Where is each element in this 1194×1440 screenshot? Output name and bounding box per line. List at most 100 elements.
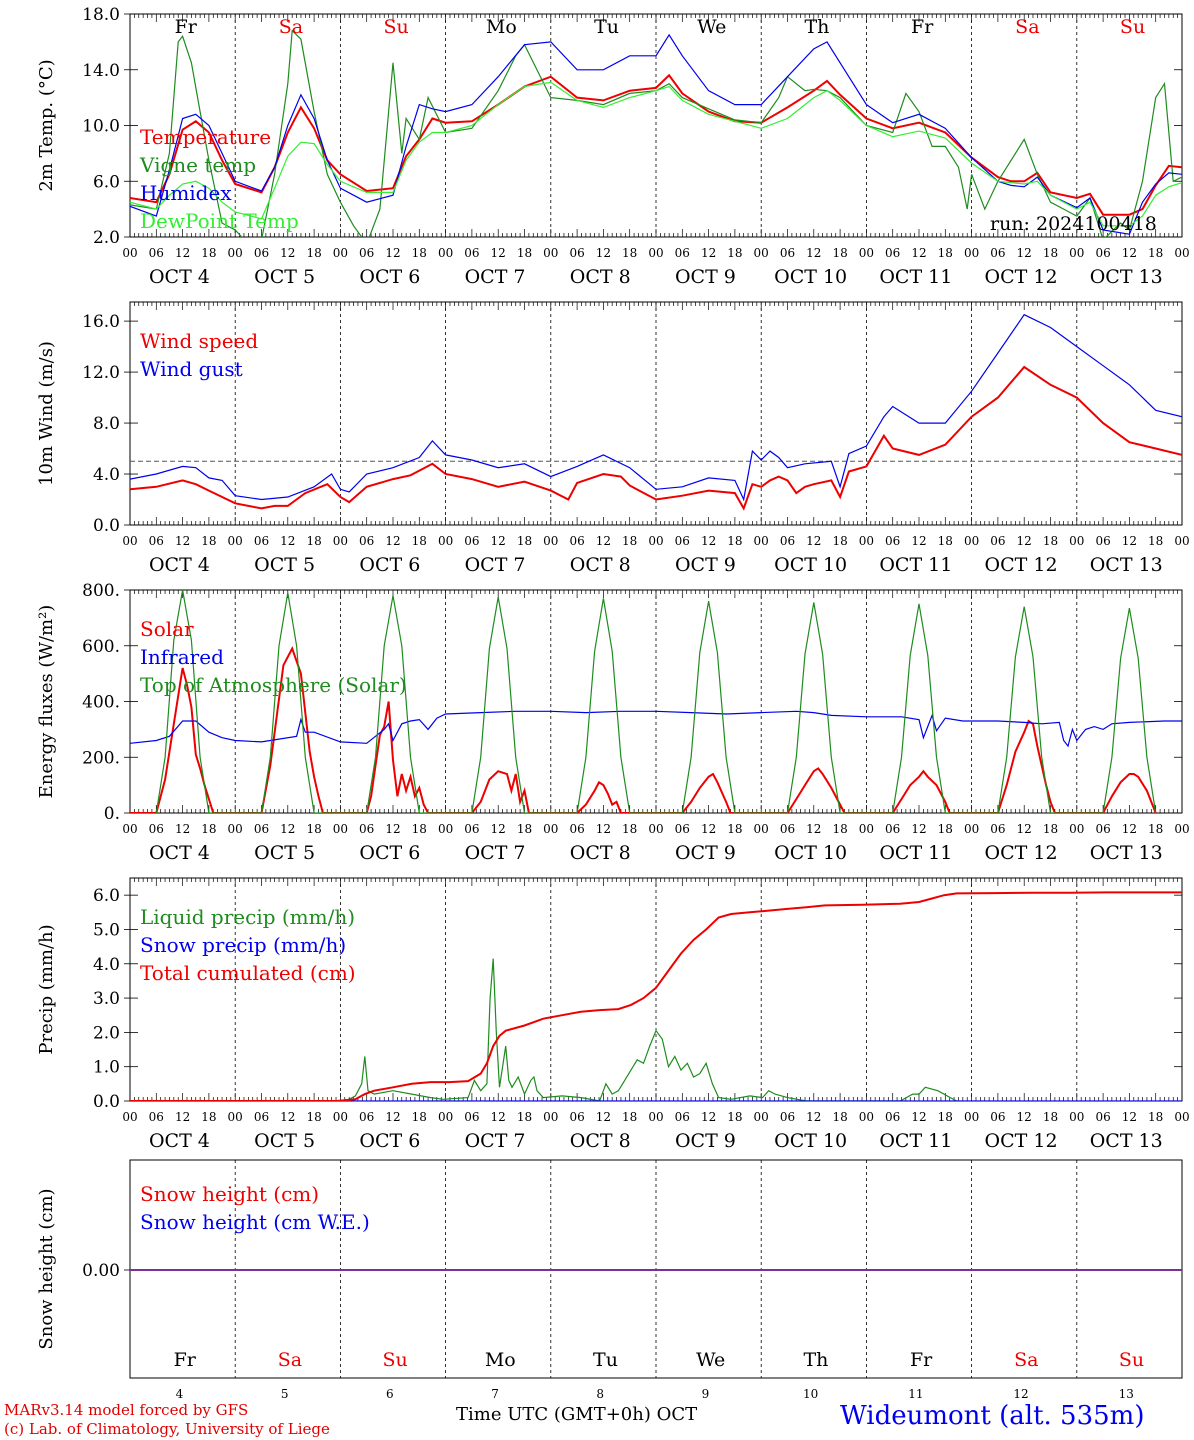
hour-label: 00 xyxy=(964,822,979,836)
hour-label: 06 xyxy=(254,246,269,260)
hour-label: 00 xyxy=(122,534,137,548)
y-axis-label: 2m Temp. (°C) xyxy=(36,59,57,191)
hour-label: 12 xyxy=(806,534,821,548)
hour-label: 06 xyxy=(569,534,584,548)
hour-label: 12 xyxy=(175,246,190,260)
hour-label: 06 xyxy=(254,822,269,836)
y-axis-label: Energy fluxes (W/m²) xyxy=(36,605,57,799)
panel-3: 00 06 12 18 00 06 12 18 00 06 12 18 00 06 12 18 00 06 12 18… xyxy=(36,581,1190,864)
day-number-label: 11 xyxy=(908,1387,923,1401)
time-axis-title: Time UTC (GMT+0h) OCT xyxy=(456,1404,698,1425)
y-tick-label: 6.0 xyxy=(93,172,120,192)
panel-1: 00 06 12 18 00 06 12 18 00 06 12 18 00 06 12 18 00 06 12 18… xyxy=(36,5,1190,288)
y-tick-label: 0.00 xyxy=(82,1261,120,1281)
y-tick-label: 10.0 xyxy=(82,117,120,137)
date-label: OCT 6 xyxy=(359,266,420,288)
date-label: OCT 13 xyxy=(1090,1130,1163,1152)
hour-label: 12 xyxy=(806,822,821,836)
hour-label: 00 xyxy=(438,534,453,548)
y-tick-label: 0. xyxy=(104,804,120,824)
hour-label: 18 xyxy=(306,822,321,836)
date-label: OCT 9 xyxy=(675,266,736,288)
hour-label: 18 xyxy=(727,1110,742,1124)
hour-label: 00 xyxy=(1069,822,1084,836)
weekday-label: Th xyxy=(804,16,829,38)
hour-label: 06 xyxy=(359,1110,374,1124)
y-tick-label: 2.0 xyxy=(93,228,120,248)
day-number-label: 10 xyxy=(803,1387,818,1401)
legend-entry: Temperature xyxy=(140,125,271,149)
hour-label: 00 xyxy=(964,1110,979,1124)
series-line-1 xyxy=(130,645,1157,813)
weekday-label: Th xyxy=(803,1349,828,1371)
hour-label: 06 xyxy=(464,246,479,260)
hour-label: 00 xyxy=(1069,1110,1084,1124)
date-label: OCT 10 xyxy=(774,554,847,576)
y-axis-label: Precip (mm/h) xyxy=(36,924,57,1054)
y-tick-label: 6.0 xyxy=(93,886,120,906)
hour-label: 12 xyxy=(1122,534,1137,548)
hour-label: 06 xyxy=(149,1110,164,1124)
series-line-4 xyxy=(130,81,1182,227)
hour-label: 12 xyxy=(385,1110,400,1124)
hour-label: 12 xyxy=(1017,246,1032,260)
hour-label: 18 xyxy=(306,1110,321,1124)
hour-label: 00 xyxy=(1174,822,1189,836)
hour-label: 18 xyxy=(1043,822,1058,836)
y-tick-label: 800. xyxy=(82,581,120,601)
date-label: OCT 7 xyxy=(465,554,526,576)
hour-label: 06 xyxy=(990,534,1005,548)
date-label: OCT 7 xyxy=(465,842,526,864)
date-label: OCT 6 xyxy=(359,554,420,576)
weekday-label: Mo xyxy=(486,16,517,38)
hour-label: 06 xyxy=(569,246,584,260)
hour-label: 18 xyxy=(517,822,532,836)
hour-label: 12 xyxy=(806,1110,821,1124)
station-name: Wideumont (alt. 535m) xyxy=(840,1401,1145,1431)
date-label: OCT 10 xyxy=(774,842,847,864)
time-axis-month: OCT xyxy=(656,1404,698,1425)
panel-4: 00 06 12 18 00 06 12 18 00 06 12 18 00 06 12 18 00 06 12 18… xyxy=(36,877,1190,1152)
day-number-label: 12 xyxy=(1013,1387,1028,1401)
weekday-label: Sa xyxy=(278,1349,302,1371)
hour-label: 12 xyxy=(1122,822,1137,836)
y-tick-label: 0.0 xyxy=(93,1092,120,1112)
date-label: OCT 6 xyxy=(359,1130,420,1152)
hour-label: 18 xyxy=(938,246,953,260)
panel-frame xyxy=(129,589,1183,814)
hour-label: 00 xyxy=(1069,534,1084,548)
hour-label: 18 xyxy=(727,246,742,260)
legend-entry: Solar xyxy=(140,617,194,641)
hour-label: 06 xyxy=(990,246,1005,260)
hour-label: 12 xyxy=(911,822,926,836)
date-label: OCT 8 xyxy=(570,266,631,288)
hour-label: 06 xyxy=(1095,534,1110,548)
lab-credit: (c) Lab. of Climatology, University of L… xyxy=(4,1420,330,1438)
y-tick-label: 18.0 xyxy=(82,5,120,25)
hour-label: 18 xyxy=(622,1110,637,1124)
y-tick-label: 5.0 xyxy=(93,920,120,940)
series-line-2 xyxy=(130,710,1182,748)
hour-label: 06 xyxy=(675,822,690,836)
hour-label: 12 xyxy=(385,822,400,836)
y-tick-label: 4.0 xyxy=(93,465,120,485)
hour-label: 12 xyxy=(280,534,295,548)
hour-label: 00 xyxy=(122,1110,137,1124)
hour-label: 06 xyxy=(885,1110,900,1124)
panel-frame xyxy=(129,301,1183,526)
legend-entry: Liquid precip (mm/h) xyxy=(140,905,355,929)
hour-label: 00 xyxy=(859,822,874,836)
hour-label: 00 xyxy=(648,246,663,260)
date-label: OCT 4 xyxy=(149,1130,210,1152)
date-label: OCT 13 xyxy=(1090,842,1163,864)
hour-label: 06 xyxy=(885,534,900,548)
panel-2: 00 06 12 18 00 06 12 18 00 06 12 18 00 06 12 18 00 06 12 18… xyxy=(36,301,1190,576)
hour-label: 00 xyxy=(543,246,558,260)
hour-label: 12 xyxy=(1122,1110,1137,1124)
hour-label: 18 xyxy=(201,822,216,836)
run-annotation: run: 2024100418 xyxy=(990,213,1157,235)
hour-label: 12 xyxy=(911,1110,926,1124)
hour-label: 06 xyxy=(149,534,164,548)
hour-label: 12 xyxy=(911,246,926,260)
legend-entry: Total cumulated (cm) xyxy=(140,961,356,985)
